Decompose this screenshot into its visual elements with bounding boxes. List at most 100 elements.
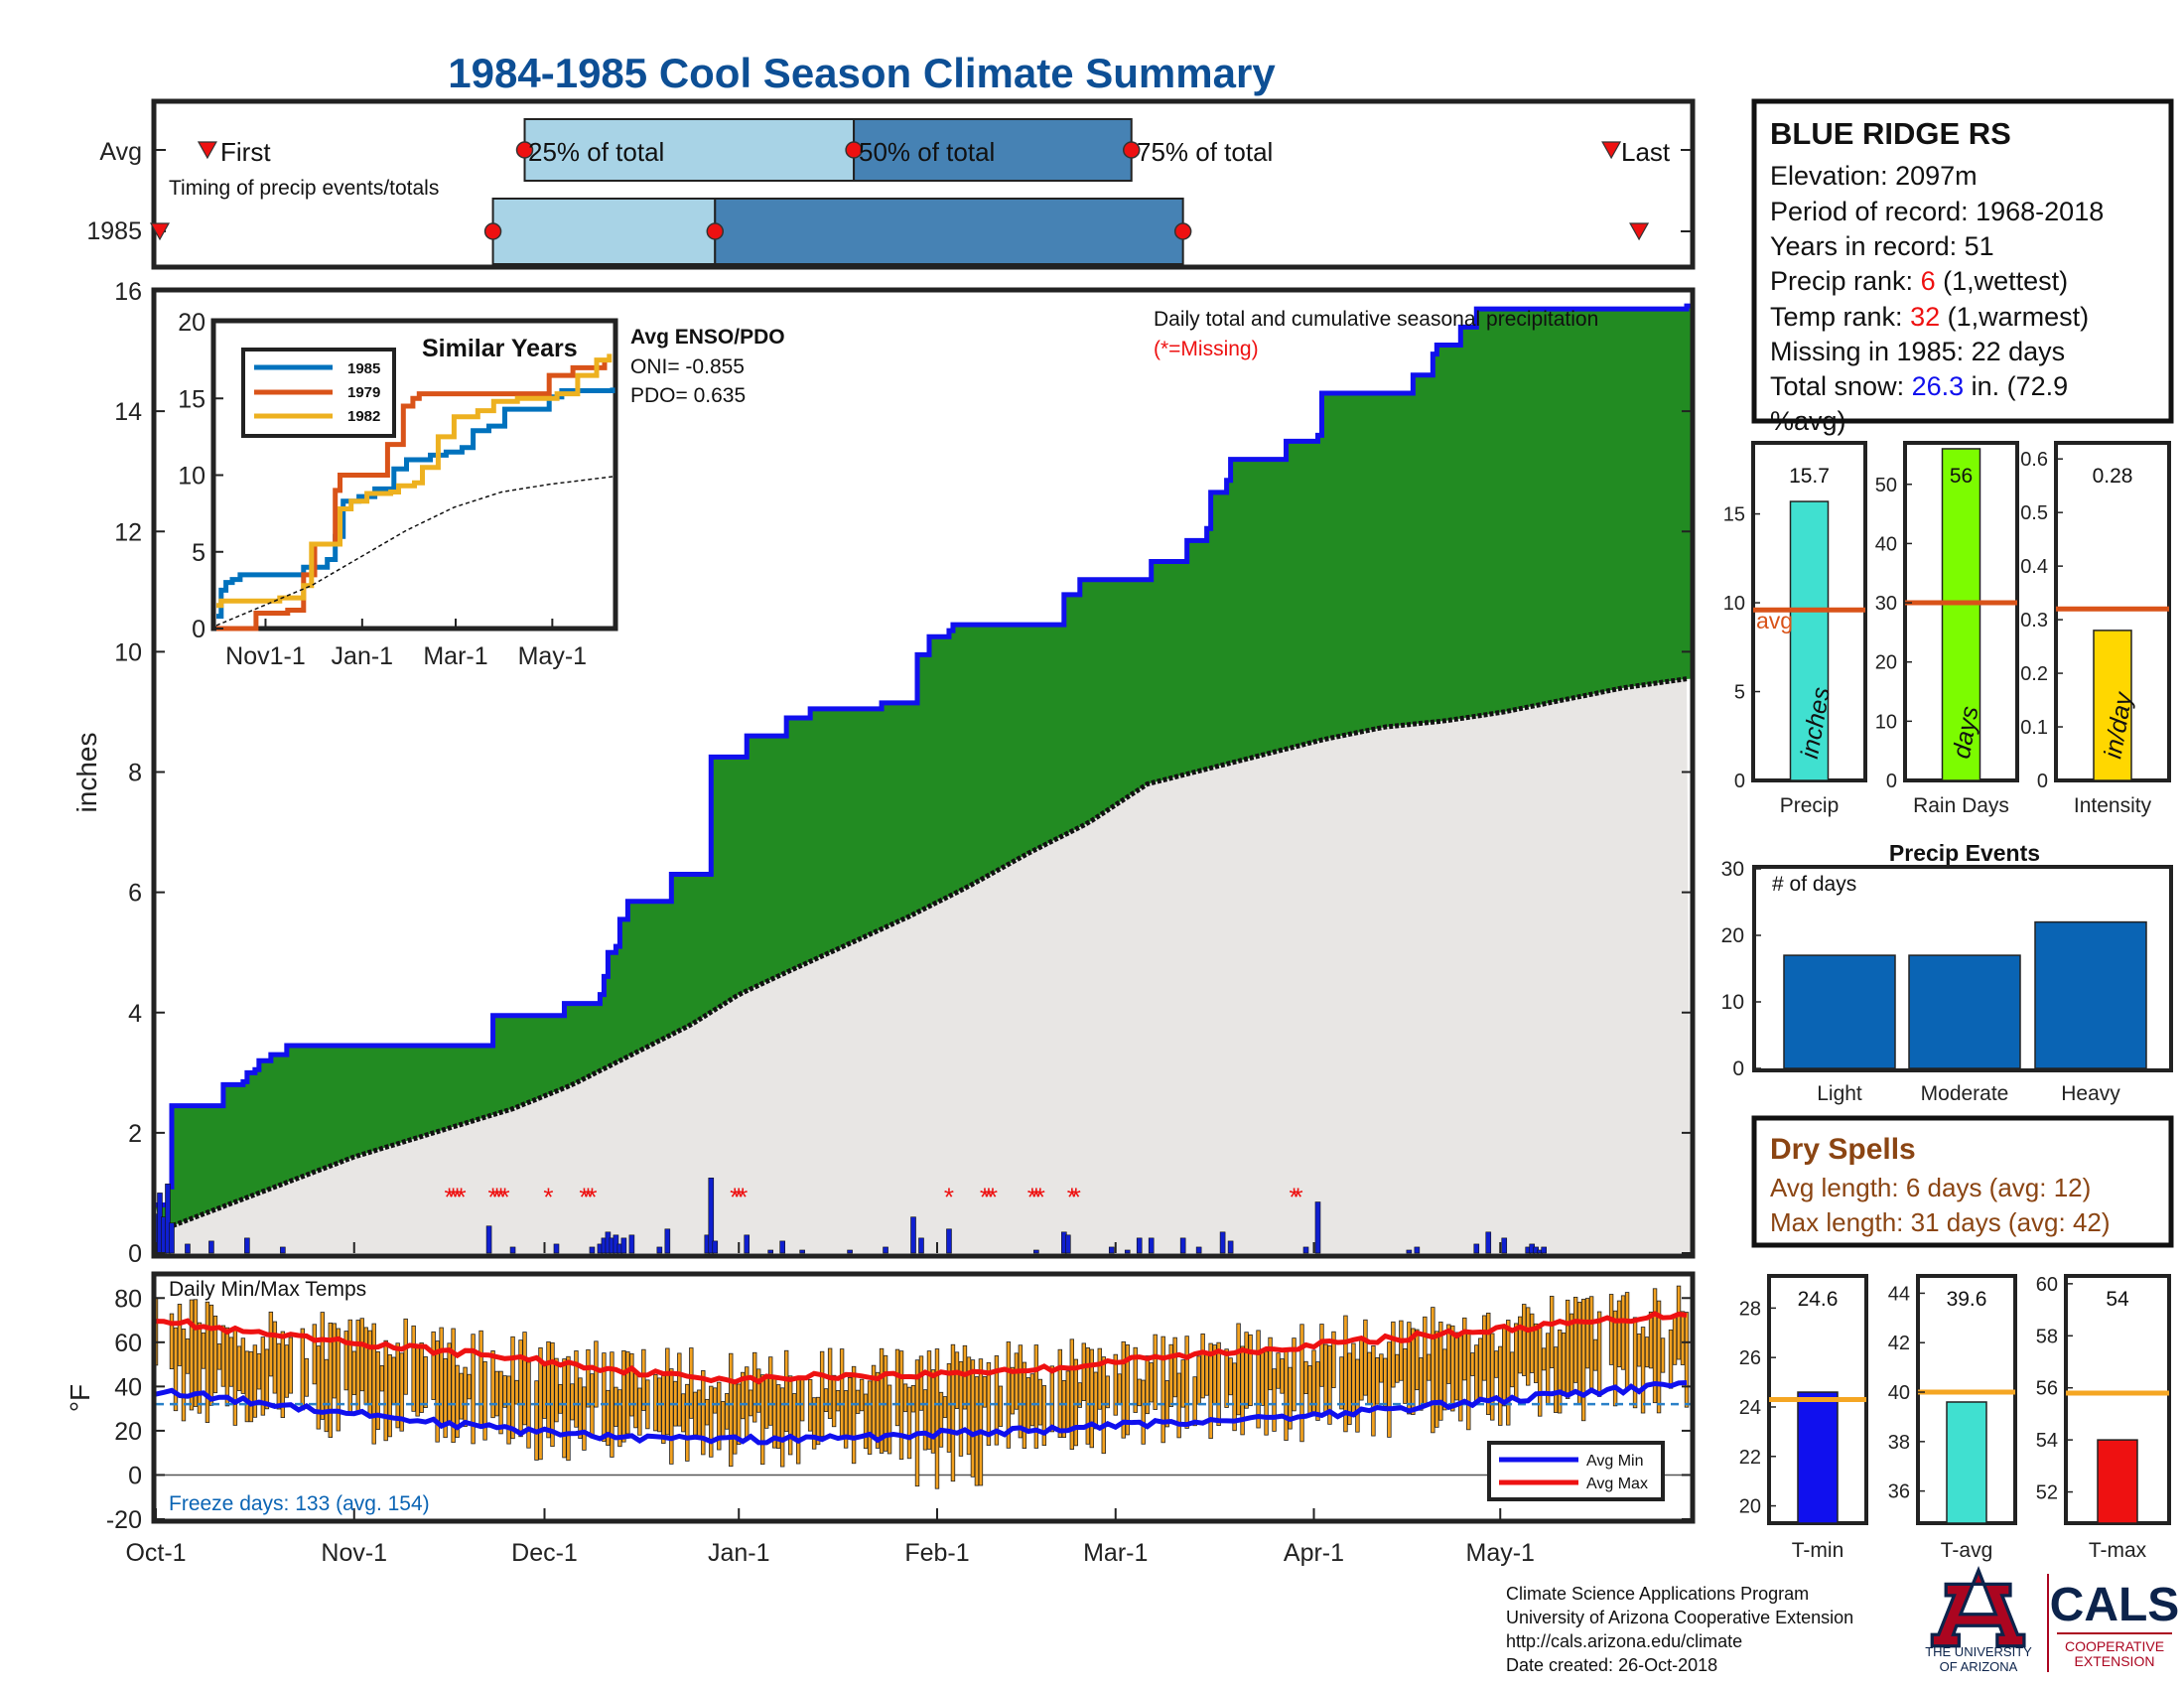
daily-temp-bar [1572,1297,1578,1383]
daily-temp-bar [1363,1319,1368,1396]
daily-temp-bar [1592,1338,1598,1371]
missing-day-marker: * [587,1182,597,1211]
daily-temp-bar [494,1370,499,1417]
missing-day-marker: * [495,1182,505,1211]
precip-events-plot: 0 10 20 30 Light Moderate Heavy [1721,858,2147,1105]
daily-temp-bar [1244,1332,1249,1409]
daily-temp-bar [582,1386,587,1451]
daily-temp-bar [1482,1315,1487,1381]
arizona-a-icon [1930,1566,2026,1648]
season-y-tick-label: 10 [1875,711,1897,733]
season-category-label: Precip [1780,794,1840,817]
daily-temp-bar [709,1385,714,1458]
missing-day-marker: * [980,1182,990,1211]
precip-events-sub: # of days [1772,873,1856,896]
dry-spells-title: Dry Spells [1770,1133,1916,1166]
daily-precip-bar [1219,1231,1226,1254]
daily-temp-bar [431,1331,436,1400]
daily-temp-bar [1387,1341,1392,1438]
daily-temp-bar [701,1369,706,1456]
daily-precip-bar [910,1216,916,1254]
daily-temp-bar [236,1345,242,1391]
precip-y-tick-label: 16 [114,278,142,306]
temp-summary-y-tick-label: 28 [1739,1298,1761,1320]
daily-temp-bar [625,1351,630,1435]
daily-temp-bar [713,1387,718,1414]
daily-temp-bar [1355,1358,1360,1433]
daily-precip-bar [744,1234,751,1254]
inset-y-tick-label: 0 [192,616,205,643]
timing-marker-p25-Avg [515,141,534,159]
daily-temp-bar [1141,1379,1146,1445]
daily-temp-bar [1427,1353,1432,1381]
daily-temp-bar [1037,1378,1043,1426]
daily-temp-bar [1616,1300,1622,1368]
temp-summary-value: 24.6 [1798,1288,1839,1311]
daily-temp-bar [938,1391,944,1448]
daily-temp-bar [558,1383,563,1414]
precip-y-tick-label: 10 [114,638,142,666]
daily-precip-bar [847,1249,853,1254]
temps-legend-frame [1487,1441,1665,1501]
daily-temp-bar [478,1330,483,1428]
inset-normal-line [215,476,614,627]
daily-temp-bar [1125,1343,1130,1436]
daily-temp-bar [363,1327,368,1405]
station-frame [1751,98,2174,424]
daily-temp-bar [1431,1307,1435,1434]
daily-precip-bar [1302,1246,1309,1254]
daily-temp-bar [1268,1336,1273,1391]
timing-subtitle: Timing of precip events/totals [169,177,439,200]
daily-temp-bar [324,1358,329,1433]
daily-temp-bar [1684,1312,1690,1408]
daily-temp-bar [633,1370,638,1429]
daily-temp-bar [1576,1302,1582,1405]
daily-precip-bar [1108,1246,1115,1254]
daily-temp-bar [387,1353,392,1438]
enso-pdo: PDO= 0.635 [630,384,746,407]
daily-precip-bar [664,1228,671,1254]
daily-temp-bar [669,1368,674,1465]
inset-y-tick-label: 15 [178,385,205,413]
daily-temp-bar [1303,1360,1308,1395]
temp-summary-bar-T-avg [1946,1401,1987,1524]
daily-precip-bar [244,1237,250,1254]
station-snow-pct: %avg) [1770,406,1846,436]
daily-temp-bar [1672,1317,1678,1365]
daily-temp-bar [1176,1372,1181,1439]
timing-pct50-label: 50% of total [859,137,995,167]
daily-temp-bar [1137,1378,1142,1407]
daily-temp-bar [1307,1365,1312,1417]
cals-line2: EXTENSION [2075,1653,2155,1669]
station-years: Years in record: 51 [1770,231,1994,261]
temps-ylabel: °F [65,1384,95,1412]
daily-temp-bar [1514,1323,1519,1400]
season-value-label: 0.28 [2093,465,2133,488]
temps-axes: -20 0 20 40 60 80 Oct-1 Nov-1 Dec-1 Jan-1 Feb-1 Mar… [106,1285,1693,1567]
daily-temp-bar [1280,1358,1285,1394]
precip-y-tick-label: 12 [114,518,142,546]
daily-temp-bar [1490,1333,1495,1421]
daily-precip-bar [280,1246,286,1254]
inset-legend-label: 1979 [347,384,380,401]
daily-precip-bar [628,1234,635,1254]
daily-temp-bar [637,1387,642,1436]
precip-y-tick-label: 0 [128,1240,142,1268]
daily-temp-bar [1184,1336,1189,1429]
daily-temp-bar [1624,1292,1630,1391]
temp-summary-y-tick-label: 26 [1739,1347,1761,1369]
footer-line1: Climate Science Applications Program [1506,1584,1809,1604]
season-y-tick-label: 0 [2037,771,2048,792]
daily-temp-bar [614,1386,618,1427]
temp-summary-y-tick-label: 56 [2036,1378,2058,1400]
temp-summary-bar-T-min [1797,1391,1839,1524]
missing-day-marker: * [1027,1182,1037,1211]
daily-temp-bar [1419,1357,1424,1411]
precip-plot: **** **** * *** *** * *** *** ** ** [153,303,1691,1254]
daily-temp-bar [1537,1328,1543,1417]
daily-temp-bar [459,1372,464,1420]
daily-temp-bar [1620,1295,1626,1370]
daily-temp-bar [1423,1316,1428,1408]
events-y-tick-label: 30 [1721,858,1744,881]
